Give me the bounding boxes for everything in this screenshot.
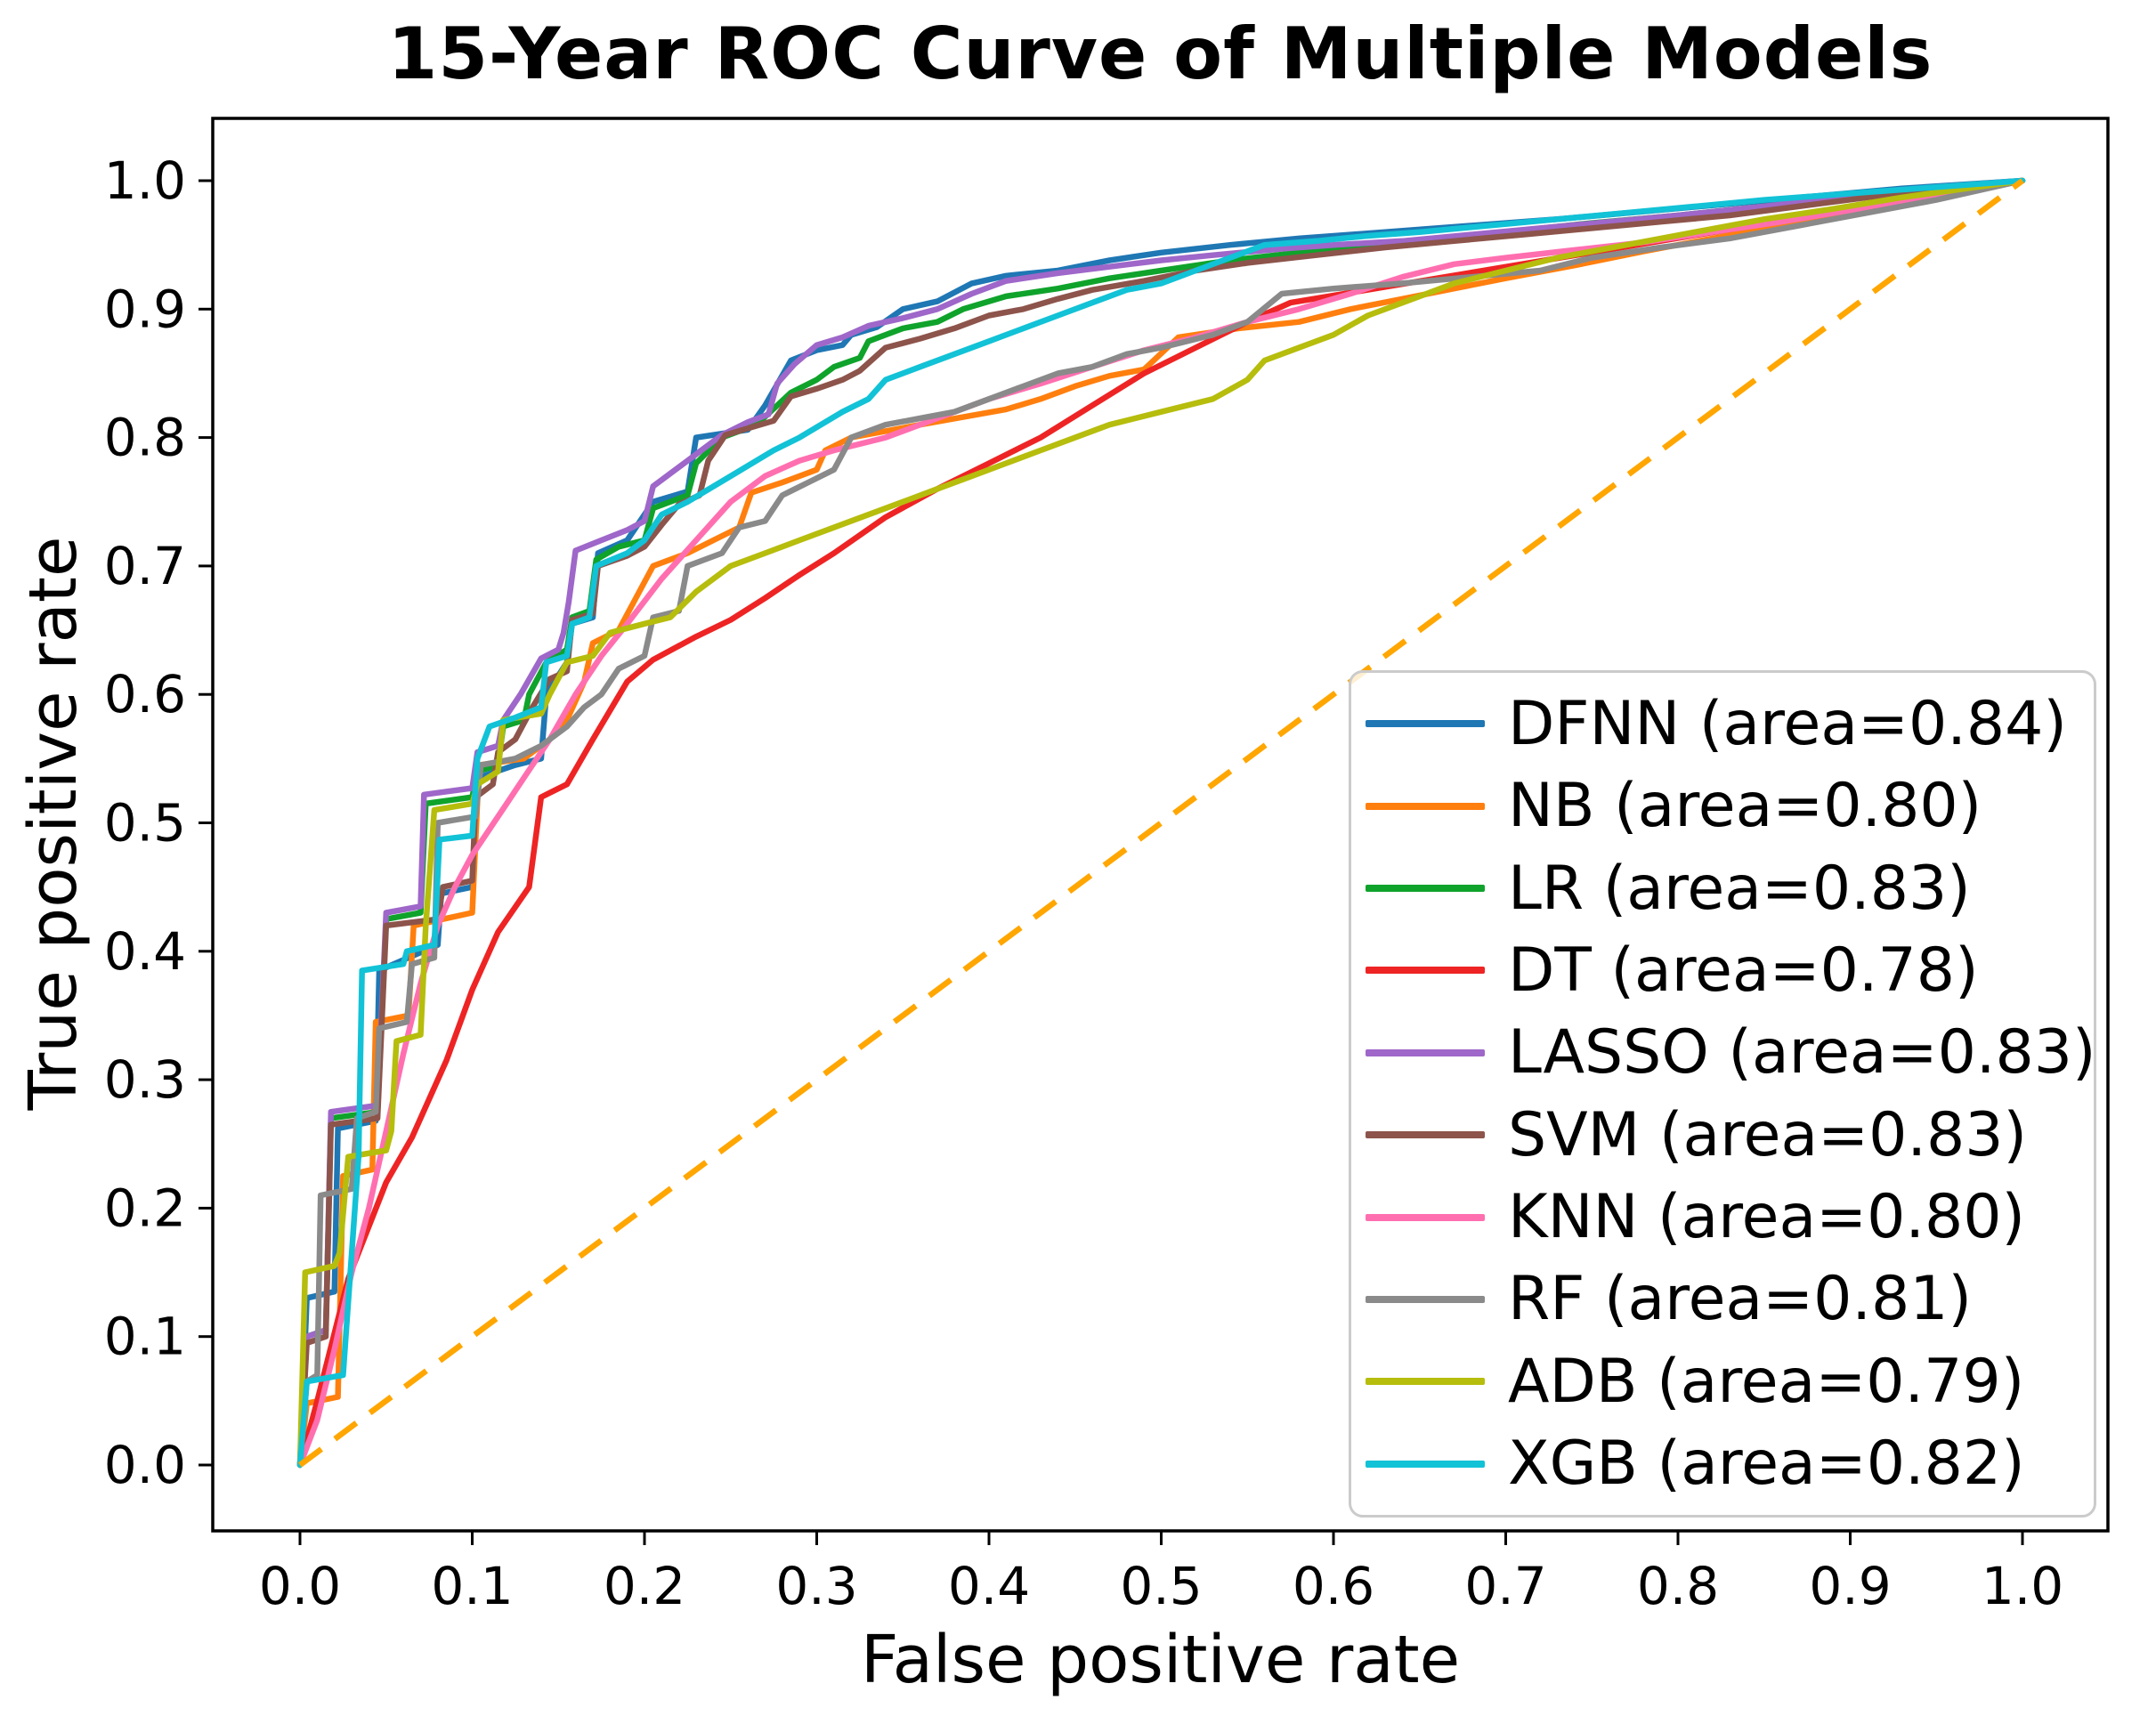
y-tick-label: 0.0 xyxy=(104,1435,186,1495)
legend-item-nb: NB (area=0.80) xyxy=(1351,766,2094,846)
roc-curve-rf xyxy=(296,177,2026,1469)
x-tick-label: 1.0 xyxy=(1982,1556,2063,1616)
x-tick-label: 0.3 xyxy=(775,1556,857,1616)
y-tick-label: 0.3 xyxy=(104,1049,186,1110)
legend-item-adb: ADB (area=0.79) xyxy=(1351,1341,2094,1421)
page-title: 15-Year ROC Curve of Multiple Models xyxy=(387,12,1933,95)
chart-legend: DFNN (area=0.84) NB (area=0.80) LR (area=0… xyxy=(1349,670,2096,1518)
legend-swatch-xgb xyxy=(1366,1460,1485,1468)
legend-item-label: ADB (area=0.79) xyxy=(1508,1346,2025,1417)
legend-item-label: LR (area=0.83) xyxy=(1508,853,1971,924)
legend-item-label: LASSO (area=0.83) xyxy=(1508,1017,2096,1089)
x-tick-label: 0.7 xyxy=(1464,1556,1546,1616)
legend-item-label: NB (area=0.80) xyxy=(1508,771,1982,842)
legend-item-label: XGB (area=0.82) xyxy=(1508,1429,2025,1500)
legend-swatch-lasso xyxy=(1366,1048,1485,1056)
legend-item-lasso: LASSO (area=0.83) xyxy=(1351,1013,2096,1093)
legend-item-label: DT (area=0.78) xyxy=(1508,935,1979,1006)
x-tick-label: 0.5 xyxy=(1120,1556,1202,1616)
legend-item-rf: RF (area=0.81) xyxy=(1351,1259,2094,1340)
roc-curve-adb xyxy=(296,177,2026,1469)
legend-swatch-rf xyxy=(1366,1295,1485,1303)
y-tick-label: 0.8 xyxy=(104,408,186,468)
y-tick-label: 0.4 xyxy=(104,921,186,982)
legend-item-label: SVM (area=0.83) xyxy=(1508,1099,2028,1170)
legend-item-dfnn: DFNN (area=0.84) xyxy=(1351,684,2094,764)
x-axis-label: False positive rate xyxy=(860,1622,1461,1698)
legend-item-label: DFNN (area=0.84) xyxy=(1508,688,2067,759)
y-tick-label: 1.0 xyxy=(104,150,186,211)
legend-item-lr: LR (area=0.83) xyxy=(1351,848,2094,928)
legend-swatch-lr xyxy=(1366,885,1485,893)
x-tick-label: 0.6 xyxy=(1293,1556,1374,1616)
legend-swatch-knn xyxy=(1366,1213,1485,1221)
legend-item-knn: KNN (area=0.80) xyxy=(1351,1178,2094,1258)
legend-swatch-dfnn xyxy=(1366,720,1485,728)
x-tick-label: 0.8 xyxy=(1637,1556,1719,1616)
legend-swatch-dt xyxy=(1366,967,1485,975)
x-tick-label: 0.2 xyxy=(604,1556,685,1616)
y-tick-label: 0.7 xyxy=(104,536,186,596)
legend-swatch-svm xyxy=(1366,1131,1485,1139)
legend-item-label: RF (area=0.81) xyxy=(1508,1264,1973,1335)
x-tick-label: 0.1 xyxy=(431,1556,513,1616)
legend-item-dt: DT (area=0.78) xyxy=(1351,930,2094,1010)
y-axis-label: True positive rate xyxy=(15,536,92,1111)
x-tick-label: 0.9 xyxy=(1809,1556,1891,1616)
roc-curve-xgb xyxy=(296,177,2026,1469)
roc-curve-dt xyxy=(296,177,2026,1469)
legend-item-svm: SVM (area=0.83) xyxy=(1351,1095,2094,1175)
y-tick-label: 0.6 xyxy=(104,664,186,724)
x-tick-label: 0.0 xyxy=(259,1556,341,1616)
x-tick-label: 0.4 xyxy=(948,1556,1030,1616)
legend-item-label: KNN (area=0.80) xyxy=(1508,1182,2026,1253)
y-tick-label: 0.2 xyxy=(104,1178,186,1238)
y-tick-label: 0.9 xyxy=(104,279,186,339)
legend-swatch-nb xyxy=(1366,802,1485,810)
y-tick-label: 0.1 xyxy=(104,1307,186,1367)
legend-swatch-adb xyxy=(1366,1378,1485,1386)
legend-item-xgb: XGB (area=0.82) xyxy=(1351,1424,2094,1504)
chance-diagonal-line xyxy=(298,178,2024,1468)
y-tick-label: 0.5 xyxy=(104,793,186,854)
